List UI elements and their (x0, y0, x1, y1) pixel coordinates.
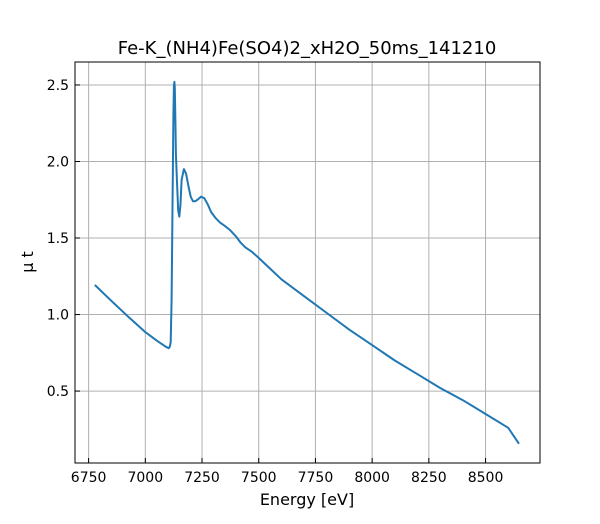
chart-title: Fe-K_(NH4)Fe(SO4)2_xH2O_50ms_141210 (118, 38, 497, 59)
y-tick-label: 2.0 (47, 154, 69, 170)
x-tick-label: 8500 (468, 470, 504, 486)
plot-frame (74, 61, 541, 464)
series-line (94, 80, 520, 445)
x-tick-label: 8250 (411, 470, 447, 486)
y-tick-label: 0.5 (47, 384, 69, 400)
x-axis-label: Energy [eV] (260, 490, 354, 509)
y-tick-label: 1.5 (47, 231, 69, 247)
x-tick-label: 7000 (127, 470, 163, 486)
x-tick-label: 7500 (241, 470, 277, 486)
x-tick-label: 7750 (298, 470, 334, 486)
x-tick-label: 6750 (71, 470, 107, 486)
y-tick-label: 1.0 (47, 308, 69, 324)
x-tick-label: 7250 (184, 470, 220, 486)
y-tick-label: 2.5 (47, 78, 69, 94)
axes: 6750 7000 7250 7500 7750 8000 8250 8500 0.5 1.0 1.… (47, 78, 504, 486)
y-axis-label: μ t (18, 251, 37, 273)
grid-lines (75, 62, 540, 463)
series-layer (94, 80, 520, 445)
x-tick-label: 8000 (354, 470, 390, 486)
